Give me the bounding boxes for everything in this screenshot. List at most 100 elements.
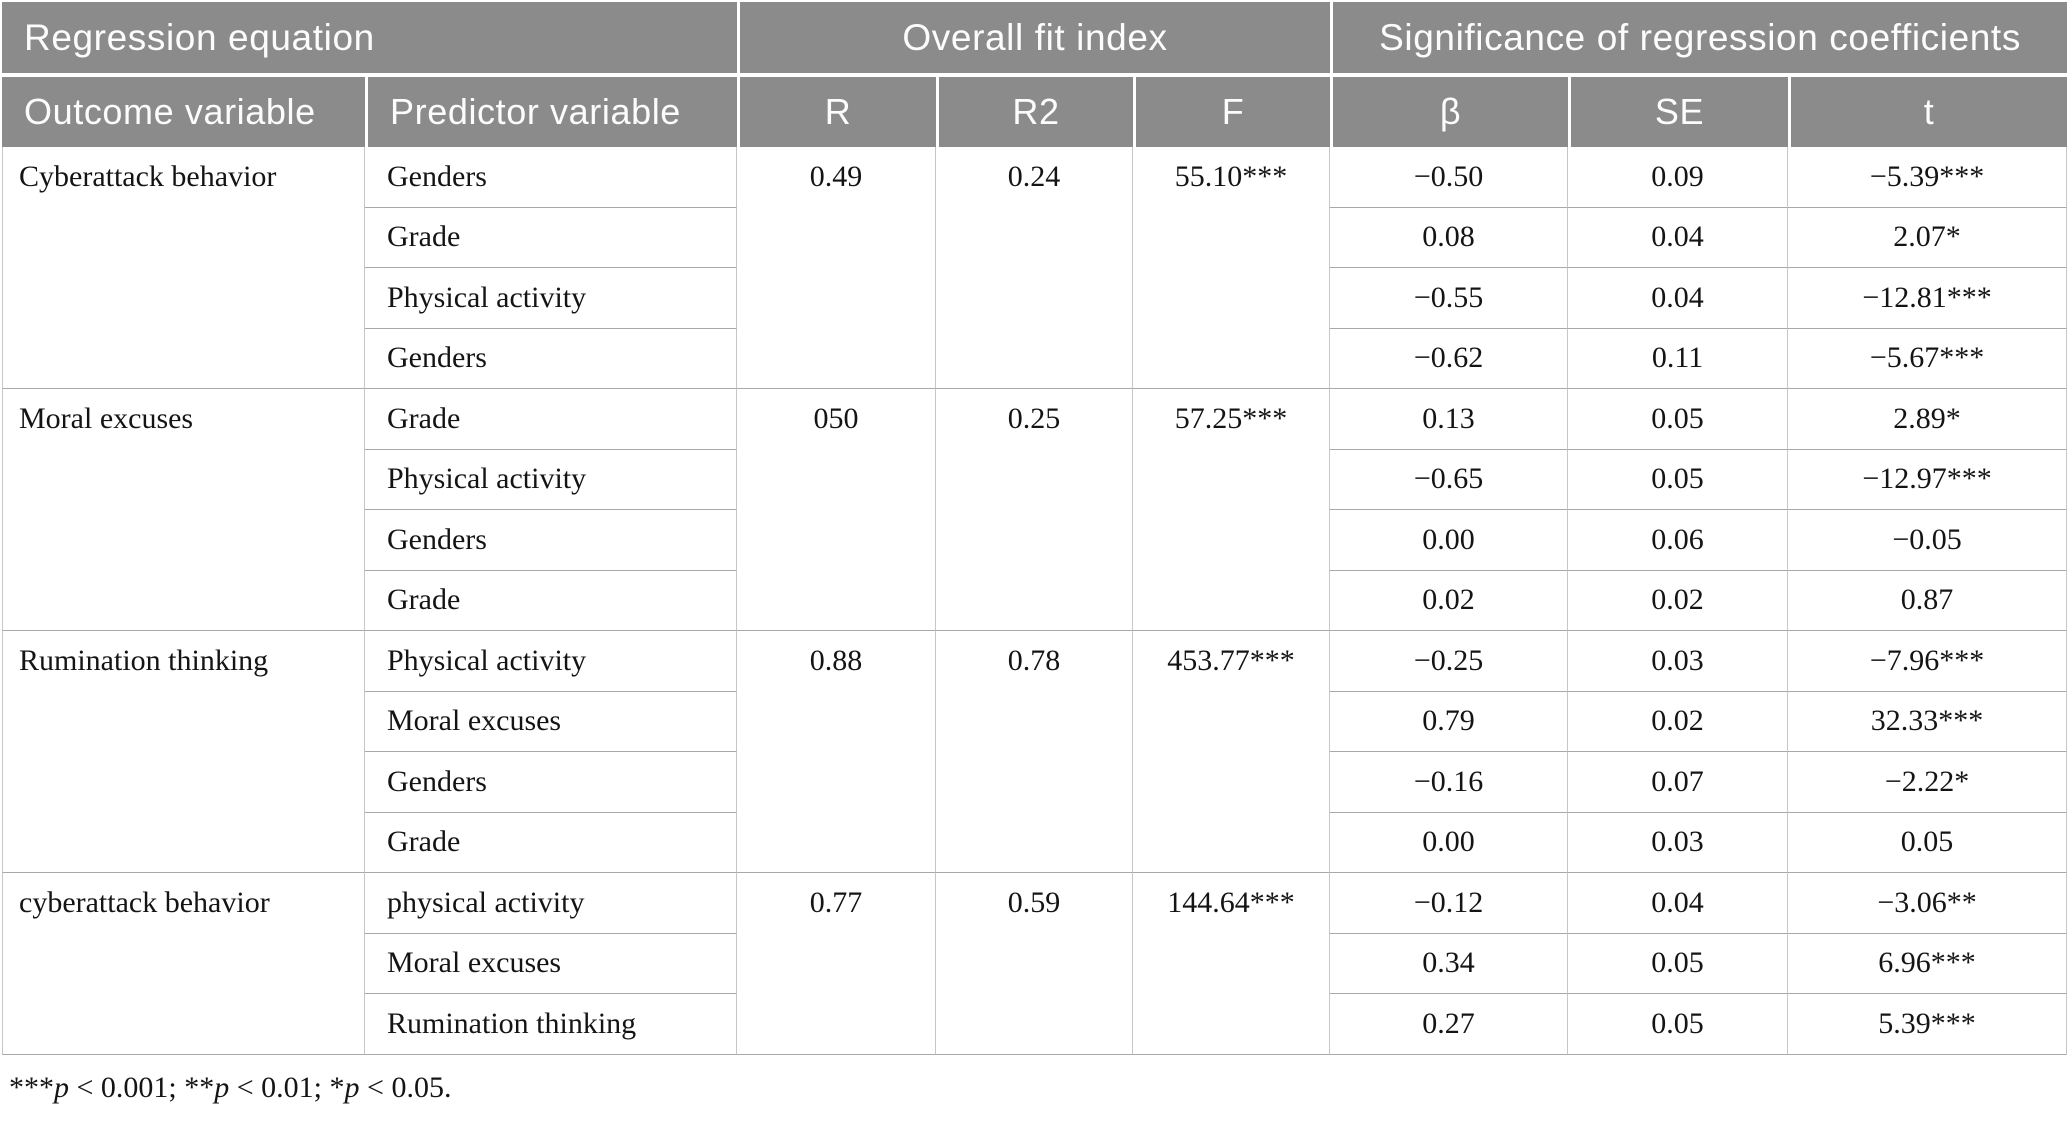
predictor-cell: Genders: [365, 328, 738, 389]
predictor-cell: Physical activity: [365, 268, 738, 329]
column-header-5: β: [1330, 77, 1569, 147]
predictor-cell: Genders: [365, 510, 738, 571]
r-cell: 0.88: [737, 631, 937, 873]
header-group-2: Significance of regression coefficients: [1330, 2, 2068, 77]
footnote-part: < 0.05.: [359, 1070, 452, 1104]
predictor-cell: Physical activity: [365, 449, 738, 510]
t-cell: −0.05: [1788, 510, 2068, 571]
outcome-cell: Rumination thinking: [2, 631, 365, 873]
header-group-1: Overall fit index: [737, 2, 1331, 77]
footnote-part: p: [54, 1070, 69, 1104]
table-row: Genders −0.16 0.07 −2.22*: [2, 752, 2068, 813]
beta-cell: −0.55: [1330, 268, 1569, 329]
se-cell: 0.05: [1568, 994, 1789, 1055]
table-row: Genders −0.62 0.11 −5.67***: [2, 328, 2068, 389]
predictor-cell: Moral excuses: [365, 933, 738, 994]
beta-cell: −0.65: [1330, 449, 1569, 510]
outcome-cell: Moral excuses: [2, 389, 365, 631]
table-row: Grade 0.08 0.04 2.07*: [2, 207, 2068, 268]
t-cell: −12.81***: [1788, 268, 2068, 329]
t-cell: −7.96***: [1788, 631, 2068, 692]
header-group-row: Regression equation Overall fit index Sign…: [2, 2, 2068, 77]
t-cell: 6.96***: [1788, 933, 2068, 994]
t-cell: 2.07*: [1788, 207, 2068, 268]
outcome-cell: Cyberattack behavior: [2, 147, 365, 389]
table-row: Grade 0.00 0.03 0.05: [2, 812, 2068, 873]
beta-cell: 0.34: [1330, 933, 1569, 994]
se-cell: 0.04: [1568, 207, 1789, 268]
table-row: Moral excuses Grade 050 0.25 57.25*** 0.13 0.0…: [2, 389, 2068, 631]
t-cell: 5.39***: [1788, 994, 2068, 1055]
table-body: Cyberattack behavior Genders 0.49 0.24 55.10…: [2, 147, 2068, 1055]
beta-cell: 0.13: [1330, 389, 1569, 450]
t-cell: −5.67***: [1788, 328, 2068, 389]
predictor-cell: Physical activity: [365, 631, 738, 692]
t-cell: 32.33***: [1788, 691, 2068, 752]
footnote-part: < 0.001;: [69, 1070, 185, 1104]
se-cell: 0.02: [1568, 691, 1789, 752]
t-cell: 0.87: [1788, 570, 2068, 631]
f-cell: 55.10***: [1133, 147, 1331, 389]
beta-cell: −0.62: [1330, 328, 1569, 389]
se-cell: 0.07: [1568, 752, 1789, 813]
footnote-part: *: [329, 1070, 345, 1104]
beta-cell: 0.08: [1330, 207, 1569, 268]
beta-cell: 0.00: [1330, 510, 1569, 571]
column-header-0: Outcome variable: [2, 77, 365, 147]
beta-cell: −0.12: [1330, 873, 1569, 934]
f-cell: 57.25***: [1133, 389, 1331, 631]
r2-cell: 0.24: [936, 147, 1134, 389]
column-header-6: SE: [1568, 77, 1789, 147]
outcome-cell: cyberattack behavior: [2, 873, 365, 1055]
table-row: Physical activity −0.55 0.04 −12.81***: [2, 268, 2068, 329]
se-cell: 0.05: [1568, 449, 1789, 510]
table-row: cyberattack behavior physical activity 0.7…: [2, 873, 2068, 1055]
se-cell: 0.04: [1568, 268, 1789, 329]
table-row: Grade 0.02 0.02 0.87: [2, 570, 2068, 631]
f-cell: 453.77***: [1133, 631, 1331, 873]
r-cell: 0.77: [737, 873, 937, 1055]
se-cell: 0.05: [1568, 389, 1789, 450]
column-header-4: F: [1133, 77, 1331, 147]
table-head: Regression equation Overall fit index Sign…: [2, 2, 2068, 147]
beta-cell: 0.79: [1330, 691, 1569, 752]
predictor-cell: physical activity: [365, 873, 738, 934]
beta-cell: −0.25: [1330, 631, 1569, 692]
r-cell: 0.49: [737, 147, 937, 389]
r2-cell: 0.78: [936, 631, 1134, 873]
table-row: Moral excuses 0.79 0.02 32.33***: [2, 691, 2068, 752]
footnote-part: < 0.01;: [229, 1070, 330, 1104]
se-cell: 0.03: [1568, 631, 1789, 692]
beta-cell: 0.02: [1330, 570, 1569, 631]
footnote-part: p: [214, 1070, 230, 1104]
t-cell: −3.06**: [1788, 873, 2068, 934]
r-cell: 050: [737, 389, 937, 631]
column-header-7: t: [1788, 77, 2068, 147]
t-cell: 0.05: [1788, 812, 2068, 873]
predictor-cell: Grade: [365, 812, 738, 873]
t-cell: −2.22*: [1788, 752, 2068, 813]
predictor-cell: Genders: [365, 147, 738, 208]
predictor-cell: Grade: [365, 389, 738, 450]
f-cell: 144.64***: [1133, 873, 1331, 1055]
r2-cell: 0.59: [936, 873, 1134, 1055]
se-cell: 0.11: [1568, 328, 1789, 389]
se-cell: 0.05: [1568, 933, 1789, 994]
beta-cell: 0.27: [1330, 994, 1569, 1055]
footnote-part: **: [184, 1070, 215, 1104]
beta-cell: 0.00: [1330, 812, 1569, 873]
r2-cell: 0.25: [936, 389, 1134, 631]
table-row: Moral excuses 0.34 0.05 6.96***: [2, 933, 2068, 994]
header-group-0: Regression equation: [2, 2, 738, 77]
footnote-part: ***: [9, 1070, 54, 1104]
predictor-cell: Rumination thinking: [365, 994, 738, 1055]
predictor-cell: Grade: [365, 570, 738, 631]
se-cell: 0.03: [1568, 812, 1789, 873]
t-cell: 2.89*: [1788, 389, 2068, 450]
se-cell: 0.04: [1568, 873, 1789, 934]
predictor-cell: Grade: [365, 207, 738, 268]
column-header-2: R: [737, 77, 937, 147]
footnote: ***p < 0.001; **p < 0.01; *p < 0.05.: [9, 1071, 2069, 1105]
